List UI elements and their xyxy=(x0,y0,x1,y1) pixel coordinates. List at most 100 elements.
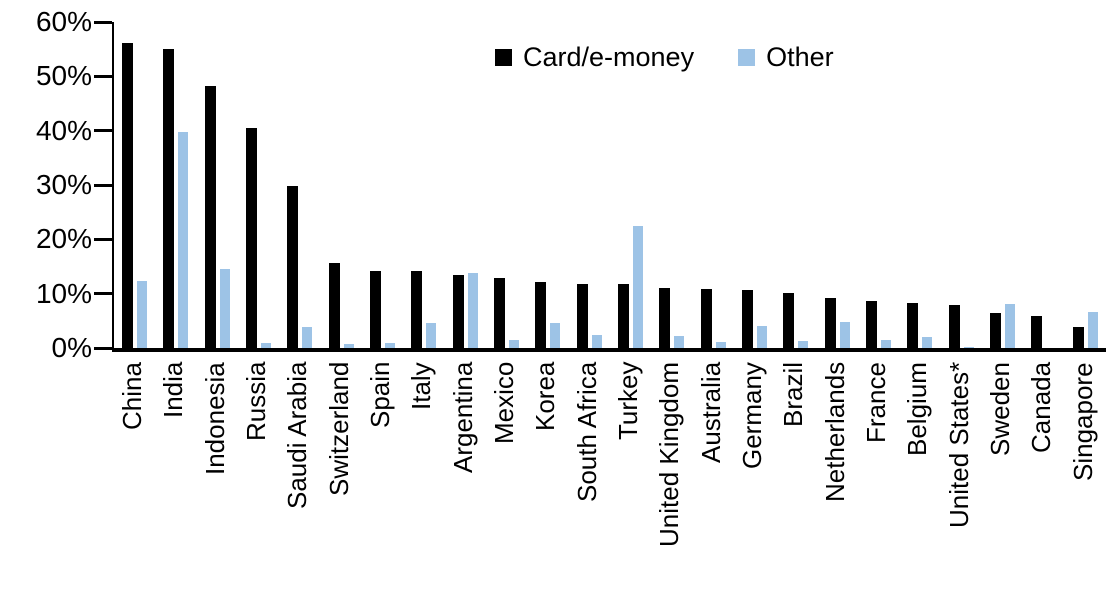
x-axis-labels: China India Indonesia Russia Saudi Arabia Swi… xyxy=(112,362,1104,590)
bar-other xyxy=(1005,304,1016,348)
y-axis-tick-label: 40% xyxy=(35,114,92,146)
x-axis-label-cell: Korea xyxy=(525,362,566,590)
x-axis-label-cell: Sweden xyxy=(980,362,1021,590)
bar-other xyxy=(219,269,230,348)
y-axis-tick xyxy=(94,292,112,296)
x-axis-label: Korea xyxy=(530,362,561,432)
x-axis-label-cell: Indonesia xyxy=(195,362,236,590)
bar-group xyxy=(1023,22,1064,348)
bar-group xyxy=(197,22,238,348)
x-axis-label: Spain xyxy=(364,362,395,429)
x-axis-label-cell: Saudi Arabia xyxy=(277,362,318,590)
bar-group xyxy=(858,22,899,348)
bar-other xyxy=(1087,312,1098,348)
x-axis-label: China xyxy=(117,362,148,430)
x-axis-label: Switzerland xyxy=(323,362,354,497)
x-axis-label-cell: China xyxy=(112,362,153,590)
bar-other xyxy=(261,343,272,348)
x-axis-label: Brazil xyxy=(778,362,809,428)
x-axis-label: Russia xyxy=(241,362,271,442)
bar-other xyxy=(963,346,974,348)
x-axis-label-cell: Mexico xyxy=(484,362,525,590)
x-axis-label: United Kingdom xyxy=(654,362,685,547)
y-axis-tick-label: 30% xyxy=(35,169,92,200)
bar-other xyxy=(757,326,768,348)
x-axis-label: Italy xyxy=(406,362,437,410)
bar-other xyxy=(178,131,189,348)
y-axis-tick-label: 0% xyxy=(51,332,92,363)
bar-card-e-money xyxy=(783,293,795,348)
bar-other xyxy=(467,273,478,348)
x-axis-label-cell: Brazil xyxy=(773,362,814,590)
other-swatch-icon xyxy=(738,49,756,66)
x-axis-label-cell: France xyxy=(856,362,897,590)
y-axis-tick xyxy=(94,237,112,241)
x-axis-label: Belgium xyxy=(902,362,933,456)
bar-group xyxy=(734,22,775,348)
bar-card-e-money xyxy=(700,289,712,348)
y-axis-tick xyxy=(94,183,112,187)
bar-other xyxy=(839,321,850,348)
bar-group xyxy=(775,22,816,348)
bar-card-e-money xyxy=(576,283,588,348)
bar-other xyxy=(302,326,313,348)
y-axis-tick xyxy=(94,20,112,24)
bar-other xyxy=(509,340,520,348)
x-axis-label: Germany xyxy=(736,362,767,469)
bar-card-e-money xyxy=(122,42,134,348)
bar-card-e-money xyxy=(204,86,216,348)
bar-group xyxy=(817,22,858,348)
bar-card-e-money xyxy=(990,312,1002,348)
bar-card-e-money xyxy=(659,287,671,348)
bar-group xyxy=(445,22,486,348)
bar-card-e-money xyxy=(287,185,299,348)
bar-group xyxy=(693,22,734,348)
y-axis-tick xyxy=(94,346,112,350)
x-axis-label-cell: Russia xyxy=(236,362,277,590)
bar-group xyxy=(155,22,196,348)
x-axis-label-cell: Belgium xyxy=(897,362,938,590)
bar-other xyxy=(426,323,437,348)
bar-card-e-money xyxy=(1031,315,1043,348)
legend-label-other: Other xyxy=(766,42,834,72)
x-axis-label-cell: Turkey xyxy=(608,362,649,590)
bar-card-e-money xyxy=(246,127,258,348)
x-axis-label: Australia xyxy=(695,362,726,464)
bar-group xyxy=(403,22,444,348)
x-axis-label-cell: United States* xyxy=(939,362,980,590)
legend-item-other: Other xyxy=(738,42,834,73)
x-axis-label: Singapore xyxy=(1067,362,1098,481)
bar-card-e-money xyxy=(328,263,340,348)
bar-other xyxy=(550,322,561,348)
bar-card-e-money xyxy=(494,277,506,348)
x-axis-label: Saudi Arabia xyxy=(282,362,313,510)
y-axis-tick-label: 60% xyxy=(35,6,92,37)
y-axis-tick-label: 10% xyxy=(35,277,92,309)
x-axis-label: South Africa xyxy=(571,362,602,503)
x-axis-label-cell: Switzerland xyxy=(319,362,360,590)
bar-card-e-money xyxy=(618,284,630,348)
x-axis-label: France xyxy=(860,362,891,443)
x-axis-label-cell: Italy xyxy=(401,362,442,590)
bar-group xyxy=(651,22,692,348)
bar-other xyxy=(633,225,644,348)
bar-card-e-money xyxy=(907,303,919,348)
y-axis-labels: 60% 50% 40% 30% 20% 10% 0% xyxy=(0,8,92,362)
y-axis-tick-label: 50% xyxy=(35,60,92,92)
bar-other xyxy=(591,335,602,348)
bar-card-e-money xyxy=(411,271,423,348)
bar-other xyxy=(137,281,148,348)
bar-card-e-money xyxy=(535,281,547,348)
bar-group xyxy=(527,22,568,348)
bar-group xyxy=(569,22,610,348)
bar-card-e-money xyxy=(948,305,960,348)
bar-group xyxy=(486,22,527,348)
bar-group xyxy=(321,22,362,348)
bar-card-e-money xyxy=(866,301,878,348)
bar-group xyxy=(114,22,155,348)
x-axis-label: Sweden xyxy=(984,362,1015,456)
x-axis-label-cell: India xyxy=(153,362,194,590)
x-axis-label-cell: Argentina xyxy=(443,362,484,590)
bar-group xyxy=(1065,22,1106,348)
